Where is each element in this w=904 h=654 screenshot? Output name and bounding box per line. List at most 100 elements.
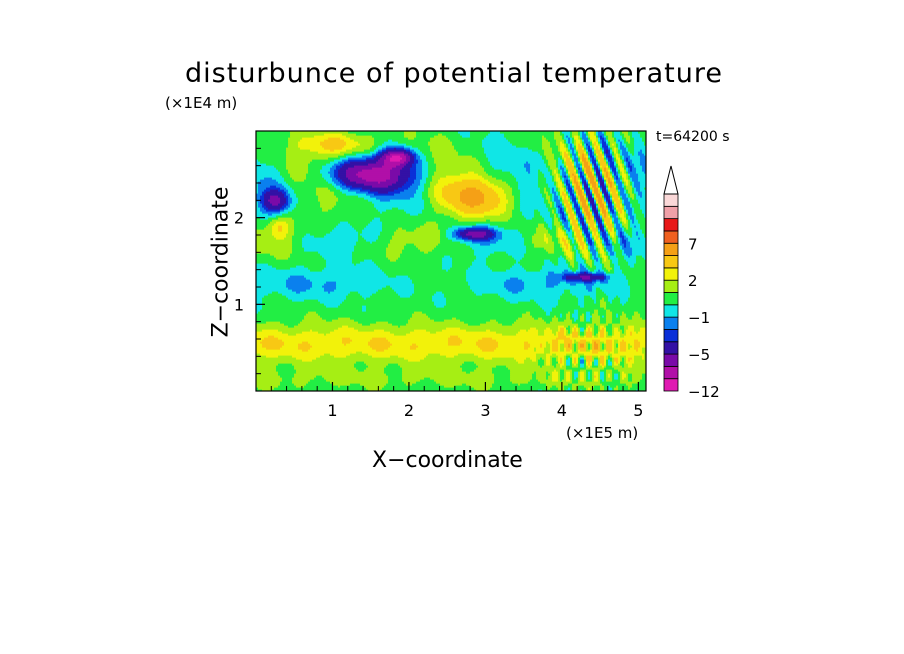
contour-cell bbox=[436, 245, 471, 248]
contour-cell bbox=[562, 153, 565, 156]
contour-cell bbox=[564, 355, 567, 358]
contour-cell bbox=[608, 215, 611, 218]
contour-cell bbox=[256, 197, 261, 200]
contour-cell bbox=[396, 181, 407, 184]
contour-cell bbox=[632, 229, 643, 232]
contour-cell bbox=[628, 215, 631, 218]
contour-cell bbox=[600, 221, 603, 224]
contour-cell bbox=[576, 233, 581, 236]
contour-cell bbox=[258, 189, 265, 192]
contour-cell bbox=[414, 291, 437, 294]
contour-cell bbox=[380, 157, 387, 160]
contour-cell bbox=[536, 229, 549, 232]
contour-cell bbox=[552, 201, 555, 204]
contour-cell bbox=[382, 225, 421, 228]
contour-cell bbox=[586, 317, 591, 320]
contour-cell bbox=[560, 207, 563, 210]
contour-cell bbox=[546, 281, 561, 284]
contour-cell bbox=[550, 165, 557, 168]
contour-cell bbox=[604, 275, 607, 278]
contour-cell bbox=[582, 157, 587, 160]
contour-cell bbox=[458, 229, 465, 232]
contour-cell bbox=[276, 365, 295, 368]
contour-cell bbox=[354, 249, 387, 252]
contour-cell bbox=[580, 389, 583, 391]
contour-cell bbox=[262, 343, 285, 346]
contour-cell bbox=[286, 197, 289, 200]
contour-cell bbox=[628, 283, 646, 286]
contour-cell bbox=[596, 181, 599, 184]
contour-cell bbox=[396, 291, 415, 294]
contour-cell bbox=[552, 341, 559, 344]
contour-cell bbox=[436, 221, 547, 224]
contour-cell bbox=[496, 235, 503, 238]
contour-cell bbox=[592, 379, 595, 382]
contour-cell bbox=[564, 215, 567, 218]
contour-cell bbox=[518, 229, 537, 232]
contour-cell bbox=[368, 343, 393, 346]
contour-cell bbox=[620, 245, 623, 248]
contour-cell bbox=[632, 383, 646, 386]
contour-cell bbox=[606, 369, 613, 372]
contour-cell bbox=[394, 233, 441, 236]
contour-cell bbox=[580, 339, 587, 342]
contour-cell bbox=[326, 263, 355, 266]
contour-cell bbox=[262, 193, 265, 196]
contour-cell bbox=[578, 147, 583, 150]
contour-cell bbox=[580, 225, 583, 228]
contour-cell bbox=[580, 181, 583, 184]
contour-cell bbox=[288, 199, 293, 202]
contour-cell bbox=[476, 341, 499, 344]
contour-cell bbox=[512, 215, 525, 218]
contour-cell bbox=[578, 265, 581, 268]
contour-cell bbox=[566, 219, 569, 222]
contour-cell bbox=[464, 239, 473, 242]
contour-cell bbox=[622, 357, 625, 360]
contour-cell bbox=[594, 141, 597, 144]
contour-cell bbox=[534, 347, 537, 350]
contour-cell bbox=[336, 187, 343, 190]
contour-cell bbox=[612, 315, 617, 318]
contour-cell bbox=[608, 229, 611, 232]
contour-cell bbox=[256, 225, 267, 228]
contour-cell bbox=[574, 263, 579, 266]
contour-cell bbox=[586, 197, 589, 200]
contour-cell bbox=[558, 371, 561, 374]
contour-cell bbox=[608, 195, 611, 198]
contour-cell bbox=[260, 353, 325, 356]
contour-cell bbox=[634, 355, 643, 358]
contour-cell bbox=[610, 385, 617, 388]
contour-cell bbox=[552, 361, 559, 364]
contour-cell bbox=[418, 213, 445, 216]
contour-cell bbox=[612, 345, 615, 348]
contour-cell bbox=[598, 187, 601, 190]
contour-cell bbox=[408, 319, 435, 322]
contour-cell bbox=[602, 171, 605, 174]
contour-cell bbox=[606, 233, 609, 236]
contour-cell bbox=[510, 141, 543, 144]
contour-cell bbox=[632, 183, 635, 186]
contour-cell bbox=[626, 231, 633, 234]
contour-cell bbox=[606, 343, 613, 346]
contour-cell bbox=[614, 233, 617, 236]
contour-cell bbox=[454, 147, 485, 150]
contour-cell bbox=[594, 219, 597, 222]
contour-cell bbox=[568, 179, 571, 182]
contour-cell bbox=[626, 147, 629, 150]
contour-cell bbox=[638, 231, 643, 234]
contour-cell bbox=[640, 345, 646, 348]
contour-cell bbox=[440, 239, 453, 242]
contour-cell bbox=[410, 157, 415, 160]
contour-cell bbox=[622, 153, 629, 156]
contour-cell bbox=[418, 247, 435, 250]
contour-cell bbox=[310, 161, 331, 164]
contour-cell bbox=[584, 247, 587, 250]
contour-cell bbox=[352, 255, 387, 258]
contour-cell bbox=[552, 371, 559, 374]
contour-cell bbox=[476, 257, 487, 260]
contour-cell bbox=[572, 139, 575, 142]
contour-cell bbox=[590, 375, 593, 378]
contour-cell bbox=[572, 179, 575, 182]
contour-cell bbox=[434, 189, 443, 192]
contour-cell bbox=[566, 373, 571, 376]
